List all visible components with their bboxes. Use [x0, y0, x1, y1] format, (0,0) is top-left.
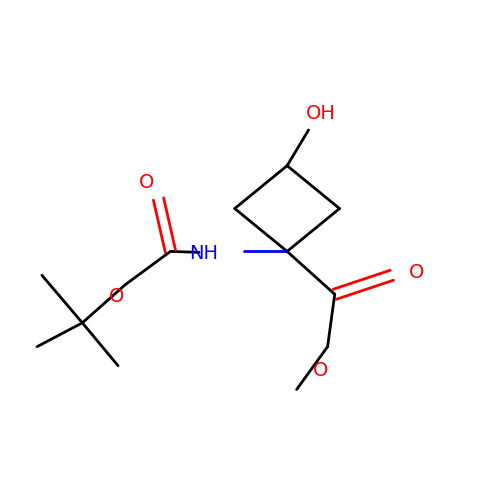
Text: O: O [409, 263, 424, 282]
Text: O: O [139, 173, 154, 192]
Text: O: O [313, 361, 328, 380]
Text: NH: NH [189, 244, 218, 263]
Text: OH: OH [306, 104, 335, 123]
Text: O: O [109, 287, 125, 306]
